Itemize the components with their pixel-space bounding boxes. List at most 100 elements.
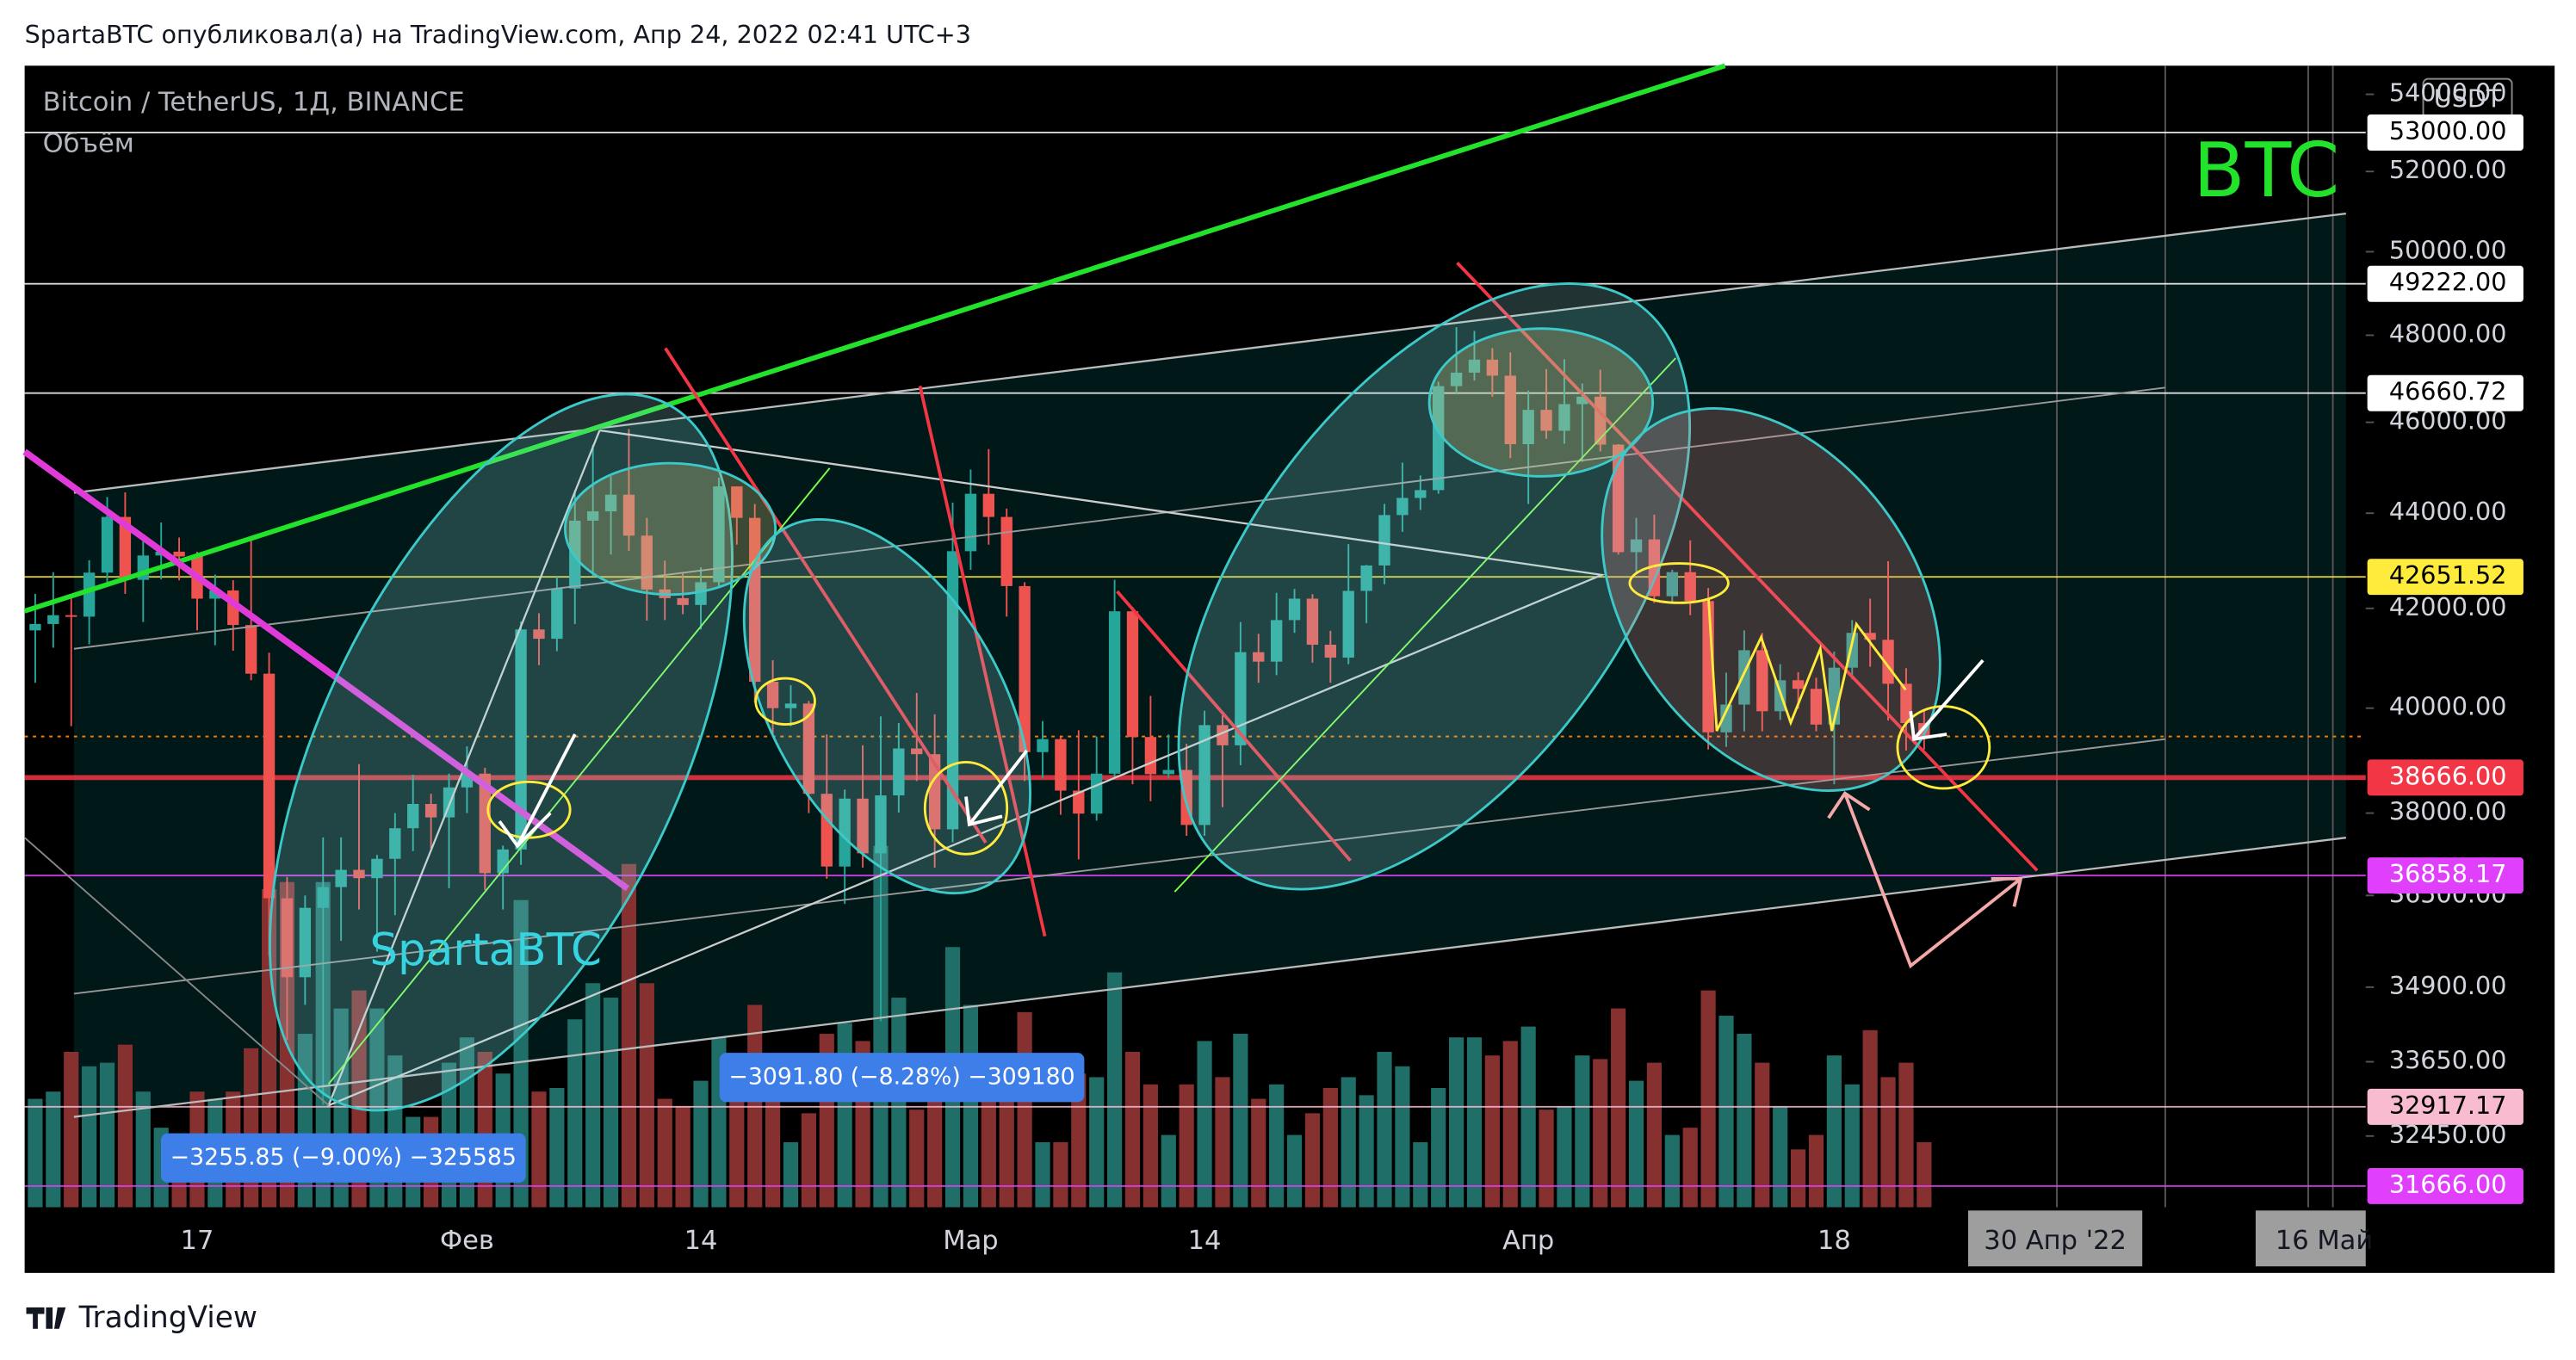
volume-bar	[1539, 1110, 1554, 1208]
yellow-circle	[923, 760, 1009, 856]
volume-bar	[1682, 1128, 1698, 1208]
magenta-trendline	[22, 448, 630, 892]
volume-bar	[1017, 1011, 1032, 1208]
volume-bar	[1359, 1095, 1374, 1208]
future-date: 30 Апр '22	[1984, 1226, 2127, 1256]
candle-body	[1055, 739, 1067, 791]
volume-bar	[675, 1105, 690, 1208]
volume-bar	[1251, 1098, 1266, 1208]
y-tick-label: 48000.00	[2389, 318, 2507, 348]
candle-body	[1415, 490, 1427, 498]
ellipse	[1427, 327, 1655, 478]
candle-body	[1235, 652, 1247, 745]
volume-bar	[1089, 1077, 1105, 1208]
candle-body	[1504, 375, 1516, 445]
candle-body	[83, 572, 96, 617]
candle-body	[533, 629, 545, 640]
volume-bar	[981, 1069, 996, 1208]
arrow	[1912, 658, 1985, 740]
price-level-label: 36858.17	[2389, 859, 2507, 888]
candle-body	[1522, 410, 1534, 445]
volume-bar	[1322, 1087, 1338, 1208]
candle-body	[695, 582, 707, 605]
candle-body	[65, 615, 77, 617]
candle-body	[713, 486, 725, 583]
measure-box	[719, 1053, 1085, 1103]
under-layer	[73, 65, 2375, 1208]
volume-bar	[46, 1091, 61, 1208]
candle-body	[1253, 652, 1265, 662]
volume-bar	[1197, 1041, 1212, 1208]
y-tick-label: 44000.00	[2389, 497, 2507, 526]
symbol-title: Bitcoin / TetherUS, 1Д, BINANCE	[43, 88, 465, 118]
volume-bar	[1377, 1052, 1392, 1208]
candle-body	[604, 494, 617, 512]
candle-body	[1073, 790, 1085, 814]
candle-body	[1091, 773, 1103, 814]
green-trendline	[23, 63, 1726, 614]
price-level-box	[2367, 1088, 2523, 1125]
volume-bar	[1341, 1077, 1356, 1208]
volume-bar	[837, 1023, 852, 1208]
channel-line	[73, 738, 2166, 995]
candle-body	[766, 682, 779, 708]
future-date-box	[2255, 1210, 2366, 1267]
price-level-box	[2367, 559, 2523, 596]
candle-body	[1540, 410, 1552, 431]
candle-body	[964, 493, 977, 552]
candle-body	[911, 748, 923, 755]
price-level-label: 32917.17	[2389, 1091, 2507, 1120]
price-level-box	[2367, 857, 2523, 894]
channel-line	[73, 386, 2166, 650]
volume-bar	[621, 863, 637, 1208]
thin-trendline	[1173, 357, 1677, 893]
candle-body	[353, 869, 365, 879]
volume-bar	[693, 1080, 709, 1208]
candle-body	[1306, 598, 1319, 646]
volume-bar	[1611, 1008, 1626, 1208]
logo: TradingView	[26, 1301, 257, 1335]
candle-body	[677, 597, 689, 605]
volume-bar	[801, 1113, 816, 1208]
candle-body	[1810, 689, 1823, 725]
volume-bar	[1826, 1055, 1842, 1208]
candle-body	[1108, 611, 1121, 774]
candle-body	[1396, 498, 1409, 516]
candle-body	[1738, 650, 1750, 705]
red-trendline	[1456, 262, 2039, 872]
volume-bar	[531, 1091, 547, 1208]
red-trendline	[1116, 590, 1352, 862]
candle-body	[29, 623, 41, 631]
candle-body	[281, 898, 294, 978]
volume-bar	[64, 1052, 79, 1208]
volume-bar	[873, 845, 889, 1208]
price-level-label: 38666.00	[2389, 761, 2507, 790]
candle-body	[1324, 645, 1337, 658]
price-level-box	[2367, 374, 2523, 411]
candle-body	[1666, 572, 1678, 597]
candle-body	[875, 795, 887, 854]
y-tick-label: 40000.00	[2389, 692, 2507, 721]
volume-bar	[1466, 1037, 1483, 1208]
candle-body	[1019, 585, 1031, 752]
candle-body	[946, 551, 959, 830]
volume-bar	[135, 1091, 151, 1208]
thin-trendline	[327, 467, 831, 1085]
y-tick-label: 52000.00	[2389, 155, 2507, 184]
pink-arrow	[1843, 792, 2022, 969]
candle-body	[335, 869, 347, 887]
candle-body	[1342, 590, 1354, 658]
candle-body	[731, 486, 743, 518]
yellow-circle	[754, 677, 816, 726]
future-date: 16 Май	[2276, 1226, 2373, 1256]
volume-bar	[1431, 1087, 1446, 1208]
ellipse	[1177, 282, 1691, 891]
candle-body	[1450, 372, 1463, 386]
candle-body	[263, 673, 276, 899]
volume-bar	[1304, 1113, 1321, 1208]
volume-bar	[1215, 1077, 1230, 1208]
currency: USDT	[2434, 83, 2502, 113]
candle-body	[1630, 539, 1643, 553]
candle-body	[1882, 640, 1894, 684]
candle-body	[1792, 680, 1805, 689]
